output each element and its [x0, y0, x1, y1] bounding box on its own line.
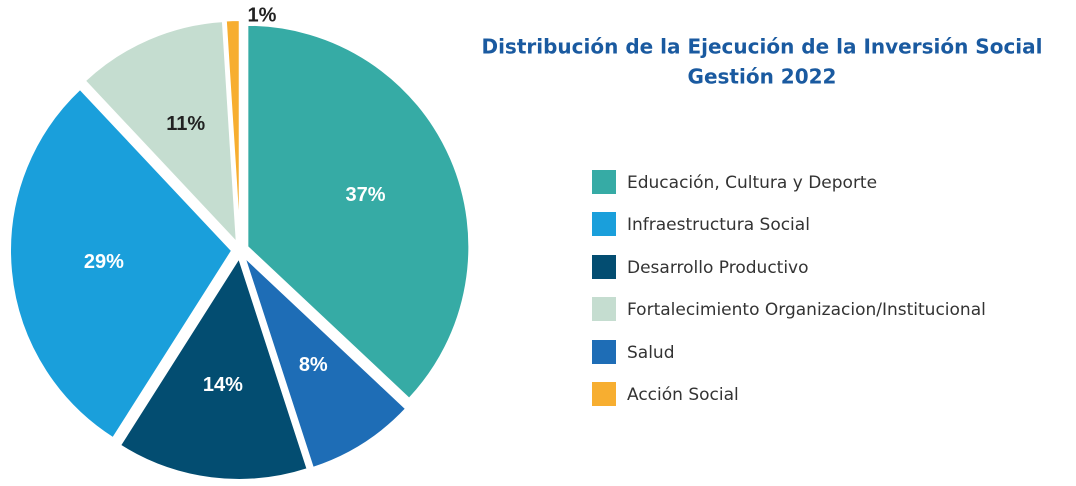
chart-subtitle: Gestión 2022: [688, 65, 837, 89]
legend-label: Desarrollo Productivo: [627, 258, 809, 278]
legend-swatch: [592, 340, 616, 364]
legend-swatch: [592, 382, 616, 406]
data-label: 1%: [248, 4, 277, 26]
pie-slice: [224, 19, 241, 243]
legend: Educación, Cultura y Deporte Infraestruc…: [592, 170, 986, 406]
legend-label: Acción Social: [627, 385, 739, 405]
legend-label: Educación, Cultura y Deporte: [627, 173, 877, 193]
data-label: 8%: [299, 354, 328, 376]
data-label: 37%: [345, 184, 385, 206]
pie-slice: [118, 255, 309, 481]
pie-slice: [9, 87, 234, 440]
chart-title: Distribución de la Ejecución de la Inver…: [481, 35, 1042, 59]
legend-label: Infraestructura Social: [627, 215, 810, 235]
pie-slice: [246, 23, 471, 401]
legend-swatch: [592, 255, 616, 279]
legend-swatch: [592, 297, 616, 321]
legend-label: Salud: [627, 343, 675, 363]
data-label: 29%: [84, 251, 124, 273]
data-label: 14%: [203, 374, 243, 396]
pie-slice: [243, 256, 408, 470]
legend-swatch: [592, 170, 616, 194]
pie-slice: [83, 20, 238, 246]
data-label: 11%: [166, 113, 205, 135]
legend-swatch: [592, 212, 616, 236]
legend-label: Fortalecimiento Organizacion/Institucion…: [627, 300, 986, 320]
